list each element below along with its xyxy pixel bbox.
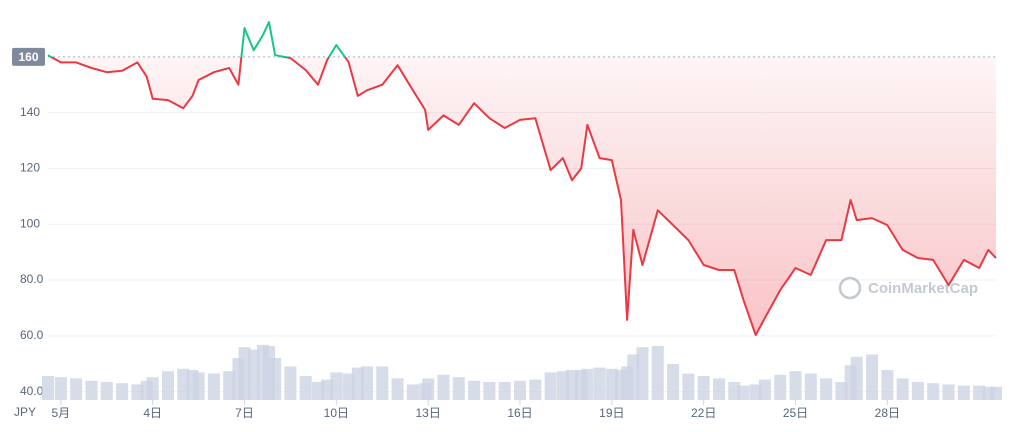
- volume-bar: [636, 347, 649, 400]
- volume-bar: [804, 373, 817, 400]
- volume-bar: [697, 376, 710, 400]
- volume-bar: [131, 384, 144, 400]
- volume-bar: [85, 380, 98, 400]
- volume-bar: [391, 378, 404, 400]
- y-tick-label: 80.0: [20, 272, 44, 286]
- x-tick-label: 4日: [143, 406, 162, 420]
- y-unit: JPY: [14, 405, 36, 419]
- volume-bar: [330, 372, 343, 400]
- volume-bar: [100, 382, 113, 400]
- x-tick-label: 22日: [691, 406, 716, 420]
- volume-bar: [774, 374, 787, 400]
- watermark-text: CoinMarketCap: [868, 280, 978, 297]
- volume-bar: [437, 374, 450, 400]
- y-tick-label: 140: [20, 105, 40, 119]
- y-tick-label: 60.0: [20, 328, 44, 342]
- volume-bar: [927, 383, 940, 400]
- volume-bar: [342, 373, 355, 400]
- volume-bar: [566, 370, 579, 400]
- volume-bar: [850, 356, 863, 400]
- volume-bar: [161, 371, 174, 400]
- volume-bar: [468, 380, 481, 400]
- x-tick-label: 16日: [507, 406, 532, 420]
- x-tick-label: 13日: [415, 406, 440, 420]
- volume-bar: [544, 372, 557, 400]
- x-tick-label: 28日: [875, 406, 900, 420]
- volume-bar: [651, 346, 664, 400]
- volume-bar: [581, 368, 594, 400]
- volume-bar: [247, 349, 260, 400]
- volume-bar: [284, 366, 297, 400]
- volume-bar: [758, 379, 771, 400]
- price-line: [47, 21, 997, 336]
- volume-bar: [728, 382, 741, 400]
- reference-box: [12, 47, 45, 66]
- y-tick-label: 40.0: [20, 384, 44, 398]
- volume-bar: [483, 382, 496, 400]
- volume-bar: [192, 372, 205, 400]
- reference-label: 160: [18, 50, 38, 64]
- x-tick-label: 25日: [783, 406, 808, 420]
- volume-bar: [42, 376, 54, 400]
- volume-bar: [360, 366, 373, 400]
- volume-bar: [529, 379, 542, 400]
- volume-bar: [835, 382, 848, 400]
- volume-bar: [556, 371, 569, 400]
- y-tick-label: 100: [20, 216, 40, 230]
- volume-bar: [321, 379, 334, 400]
- volume-bar: [957, 385, 970, 400]
- watermark-logo: [838, 276, 862, 300]
- volume-bar: [116, 383, 129, 400]
- volume-bar: [514, 380, 527, 400]
- volume-bar: [406, 384, 419, 400]
- volume-bar: [820, 378, 833, 400]
- volume-bar: [54, 377, 67, 400]
- volume-bar: [299, 376, 312, 400]
- volume-bar: [351, 367, 364, 400]
- volume-bar: [422, 378, 435, 400]
- watermark: CoinMarketCap: [838, 276, 978, 300]
- volume-bar: [712, 378, 725, 400]
- volume-bar: [942, 384, 955, 400]
- volume-bar: [627, 354, 640, 400]
- volume-bar: [146, 377, 159, 400]
- volume-bar: [311, 382, 324, 400]
- volume-bar: [990, 386, 1002, 400]
- volume-bar: [70, 378, 83, 400]
- volume-bar: [866, 354, 879, 400]
- volume-bar: [269, 358, 282, 400]
- volume-bar: [452, 377, 465, 400]
- volume-bar: [737, 385, 750, 400]
- volume-bar: [881, 370, 894, 400]
- volume-bar: [177, 368, 190, 400]
- volume-bar: [896, 378, 909, 400]
- x-tick-label: 19日: [599, 406, 624, 420]
- volume-bar: [593, 367, 606, 400]
- volume-bar: [498, 382, 511, 400]
- volume-bar: [207, 373, 220, 400]
- y-tick-label: 120: [20, 161, 40, 175]
- volume-bar: [605, 368, 618, 400]
- price-area: [50, 56, 996, 335]
- volume-bar: [376, 366, 389, 400]
- x-tick-label: 10日: [324, 406, 349, 420]
- volume-bar: [238, 347, 251, 400]
- volume-bar: [973, 385, 986, 400]
- x-tick-label: 7日: [235, 406, 254, 420]
- volume-bar: [682, 373, 695, 400]
- volume-bar: [749, 384, 762, 400]
- volume-bar: [789, 371, 802, 400]
- volume-bar: [667, 364, 680, 400]
- volume-bar: [911, 382, 924, 400]
- x-tick-label: 5月: [52, 406, 71, 420]
- volume-bar: [223, 371, 236, 400]
